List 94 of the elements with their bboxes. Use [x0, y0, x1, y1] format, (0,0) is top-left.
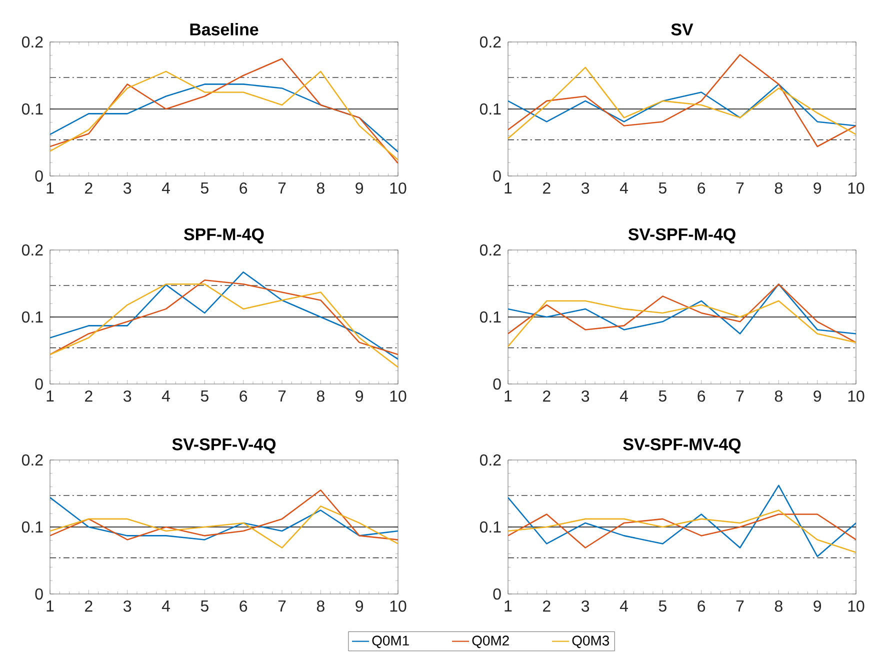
- x-tick-label: 9: [814, 182, 822, 194]
- x-tick-label: 3: [124, 182, 132, 194]
- x-tick-label: 4: [162, 390, 170, 402]
- x-tick-label: 4: [162, 600, 170, 612]
- y-tick-label: 0.1: [480, 311, 501, 323]
- x-tick-label: 4: [620, 182, 628, 194]
- x-tick-label: 6: [698, 182, 706, 194]
- x-tick-label: 10: [390, 390, 406, 402]
- y-tick-label: 0.2: [480, 36, 501, 48]
- chart-title: SV-SPF-MV-4Q: [623, 438, 741, 454]
- x-tick-label: 10: [848, 182, 864, 194]
- y-tick-label: 0.1: [22, 103, 43, 115]
- x-tick-label: 1: [46, 600, 54, 612]
- y-tick-label: 0.2: [22, 244, 43, 256]
- line-series: [508, 54, 856, 148]
- x-tick-label: 1: [46, 182, 54, 194]
- x-tick-label: 6: [698, 390, 706, 402]
- x-tick-label: 7: [278, 600, 286, 612]
- line-series: [508, 300, 856, 348]
- x-tick-label: 7: [736, 182, 744, 194]
- x-tick-label: 2: [543, 182, 550, 194]
- x-tick-label: 4: [620, 390, 628, 402]
- x-tick-label: 5: [658, 600, 666, 612]
- x-tick-label: 10: [390, 600, 406, 612]
- x-tick-label: 1: [46, 390, 54, 402]
- x-tick-label: 5: [658, 182, 666, 194]
- legend-label: Q0M2: [472, 636, 509, 648]
- x-tick-label: 6: [240, 182, 248, 194]
- x-tick-label: 5: [200, 182, 208, 194]
- x-tick-label: 4: [162, 182, 170, 194]
- legend-label: Q0M1: [372, 636, 409, 648]
- x-tick-label: 1: [504, 390, 512, 402]
- x-tick-label: 8: [316, 600, 324, 612]
- x-tick-label: 7: [736, 390, 744, 402]
- x-tick-label: 8: [316, 390, 324, 402]
- y-tick-label: 0.1: [480, 521, 501, 533]
- chart-title: SV: [671, 23, 694, 36]
- x-tick-label: 3: [124, 600, 132, 612]
- x-tick-label: 3: [582, 390, 590, 402]
- chart-title: Baseline: [190, 23, 258, 36]
- x-tick-label: 9: [356, 390, 364, 402]
- x-tick-label: 4: [620, 600, 628, 612]
- y-tick-label: 0: [493, 170, 501, 182]
- x-tick-label: 8: [774, 600, 782, 612]
- x-tick-label: 1: [504, 600, 512, 612]
- line-series: [50, 284, 398, 368]
- x-tick-label: 7: [736, 600, 744, 612]
- chart-title: SV-SPF-M-4Q: [628, 228, 736, 244]
- chart-title: SV-SPF-V-4Q: [172, 438, 276, 454]
- x-tick-label: 2: [85, 182, 92, 194]
- x-tick-label: 7: [278, 390, 286, 402]
- x-tick-label: 6: [240, 390, 248, 402]
- x-tick-label: 9: [814, 600, 822, 612]
- x-tick-label: 7: [278, 182, 286, 194]
- x-tick-label: 5: [658, 390, 666, 402]
- y-tick-label: 0.1: [22, 311, 43, 323]
- y-tick-label: 0.2: [22, 454, 43, 466]
- line-series: [508, 66, 856, 140]
- x-tick-label: 9: [356, 600, 364, 612]
- x-tick-label: 2: [85, 600, 92, 612]
- x-tick-label: 2: [543, 600, 550, 612]
- legend-label: Q0M3: [572, 636, 610, 648]
- line-series: [50, 506, 398, 548]
- y-tick-label: 0.2: [480, 454, 501, 466]
- y-tick-label: 0.2: [22, 36, 43, 48]
- x-tick-label: 8: [774, 390, 782, 402]
- x-tick-label: 3: [124, 390, 132, 402]
- y-tick-label: 0: [493, 378, 501, 390]
- y-tick-label: 0: [35, 378, 43, 390]
- x-tick-label: 1: [504, 182, 512, 194]
- x-tick-label: 8: [774, 182, 782, 194]
- x-tick-label: 3: [582, 182, 590, 194]
- y-tick-label: 0.1: [480, 103, 501, 115]
- x-tick-label: 6: [240, 600, 248, 612]
- y-tick-label: 0.1: [22, 521, 43, 533]
- x-tick-label: 5: [200, 390, 208, 402]
- x-tick-label: 3: [582, 600, 590, 612]
- x-tick-label: 9: [356, 182, 364, 194]
- x-tick-label: 10: [390, 182, 406, 194]
- x-tick-label: 10: [848, 390, 864, 402]
- chart-title: SPF-M-4Q: [184, 228, 264, 244]
- y-tick-label: 0: [493, 588, 501, 600]
- line-series: [508, 84, 856, 126]
- y-tick-label: 0.2: [480, 244, 501, 256]
- x-tick-label: 9: [814, 390, 822, 402]
- x-tick-label: 10: [848, 600, 864, 612]
- x-tick-label: 8: [316, 182, 324, 194]
- x-tick-label: 5: [200, 600, 208, 612]
- x-tick-label: 6: [698, 600, 706, 612]
- x-tick-label: 2: [543, 390, 550, 402]
- x-tick-label: 2: [85, 390, 92, 402]
- y-tick-label: 0: [35, 170, 43, 182]
- line-series: [508, 484, 856, 558]
- y-tick-label: 0: [35, 588, 43, 600]
